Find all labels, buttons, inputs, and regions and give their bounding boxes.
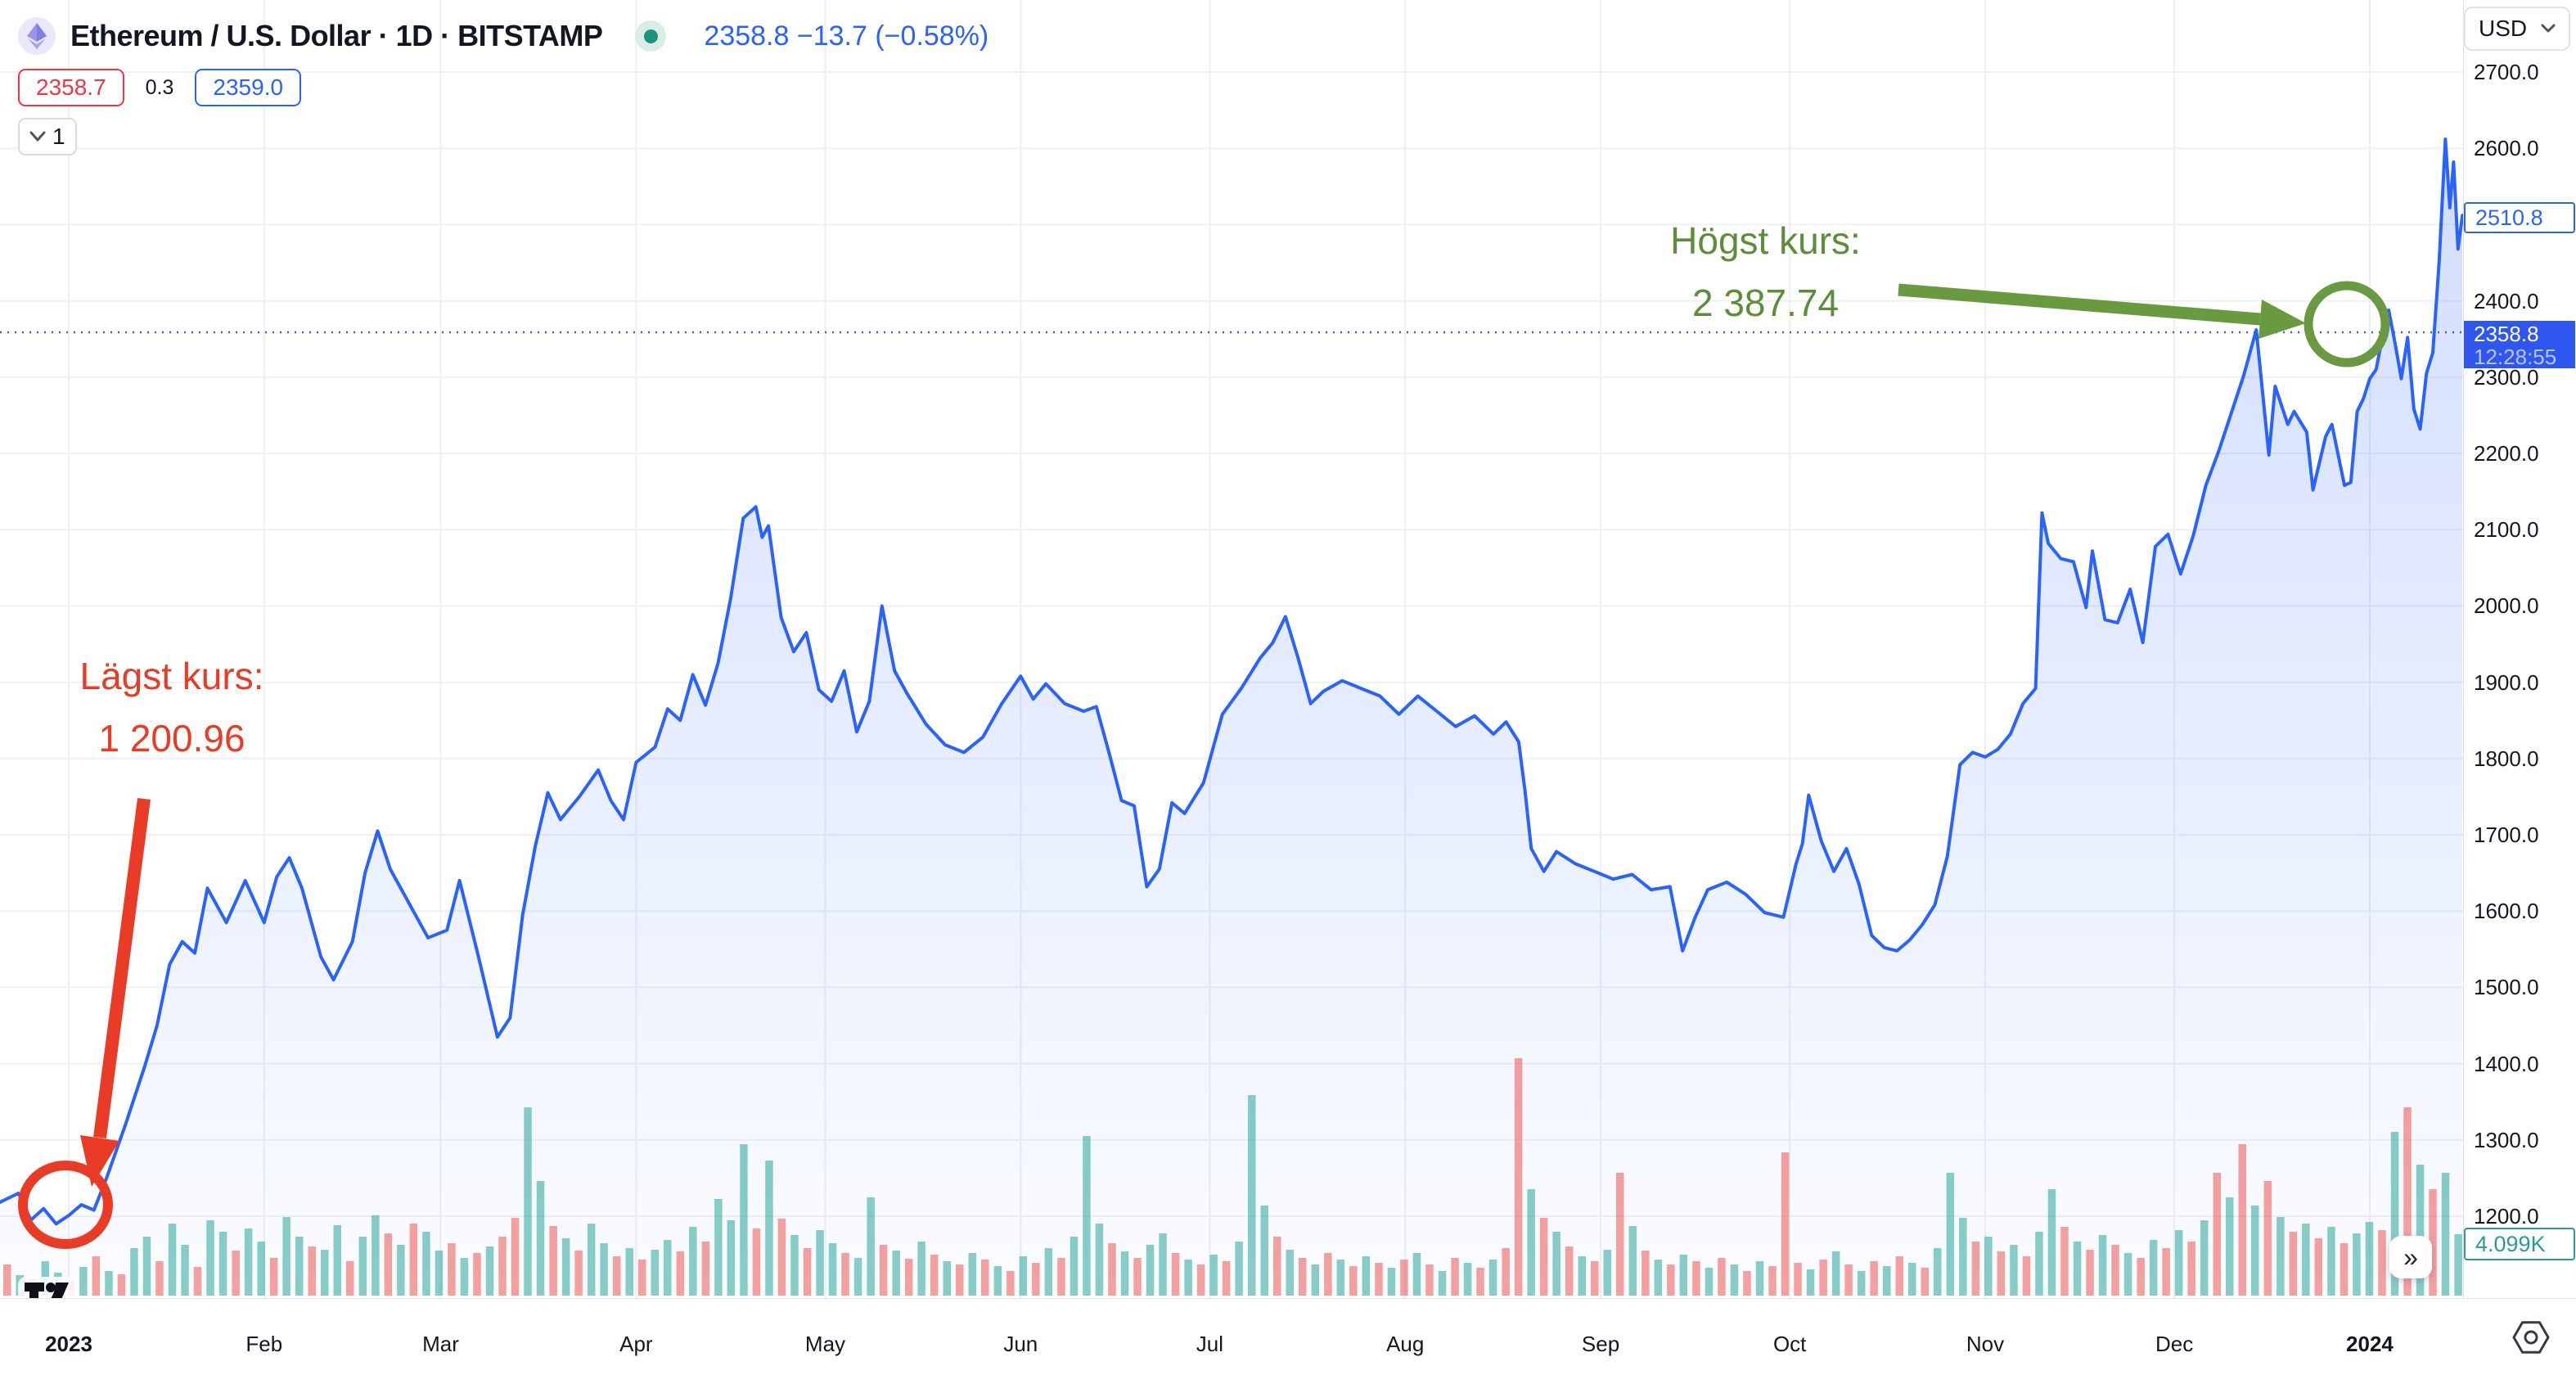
ask-price: 2359.0 bbox=[213, 74, 284, 100]
time-tick-mar: Mar bbox=[422, 1332, 459, 1356]
market-status-icon[interactable] bbox=[635, 20, 667, 52]
price-tick: 1200.0 bbox=[2474, 1204, 2539, 1228]
price-tick: 1400.0 bbox=[2474, 1051, 2539, 1076]
last-price: 2358.8 bbox=[704, 20, 790, 52]
chart-pane[interactable]: Lägst kurs: 1 200.96 Högst kurs: 2 387.7… bbox=[0, 0, 2463, 1298]
volume-value-label: 4.099K bbox=[2464, 1228, 2575, 1260]
time-tick-nov: Nov bbox=[1966, 1332, 2005, 1356]
price-tick: 1900.0 bbox=[2474, 669, 2539, 695]
tradingview-logo-icon bbox=[25, 1283, 69, 1298]
price-tick: 1700.0 bbox=[2474, 823, 2539, 847]
time-scale[interactable]: 2023 Feb Mar Apr May Jun Jul Aug Sep Oct Nov Dec 202… bbox=[0, 1298, 2576, 1375]
price-tick: 2200.0 bbox=[2474, 441, 2539, 466]
time-tick-2024: 2024 bbox=[2346, 1332, 2394, 1356]
chevron-down-icon bbox=[2541, 24, 2556, 33]
bar-countdown: 12:28:55 bbox=[2474, 345, 2557, 369]
low-annotation-line1: Lägst kurs: bbox=[79, 655, 264, 697]
low-annotation-line2: 1 200.96 bbox=[98, 717, 245, 760]
high-annotation-line2: 2 387.74 bbox=[1691, 282, 1840, 324]
chevron-down-icon bbox=[29, 131, 46, 142]
ask-price-button[interactable]: 2359.0 bbox=[195, 69, 302, 106]
price-tick: 2300.0 bbox=[2474, 364, 2539, 390]
price-tick: 1300.0 bbox=[2474, 1127, 2539, 1152]
time-tick-dec: Dec bbox=[2155, 1332, 2194, 1356]
currency-label: USD bbox=[2479, 16, 2528, 41]
bid-price-button[interactable]: 2358.7 bbox=[18, 69, 124, 106]
price-change: −13.7 (−0.58%) bbox=[796, 20, 989, 52]
scroll-to-realtime-button[interactable]: » bbox=[2389, 1236, 2432, 1278]
spread-value: 0.3 bbox=[145, 75, 174, 99]
time-tick-may: May bbox=[804, 1332, 846, 1356]
last-price-label: 2358.8 12:28:55 bbox=[2464, 321, 2575, 368]
price-tick: 1800.0 bbox=[2474, 746, 2539, 771]
last-price-and-change: 2358.8 −13.7 (−0.58%) bbox=[704, 20, 989, 52]
time-tick-2023: 2023 bbox=[45, 1332, 92, 1356]
price-tick: 2700.0 bbox=[2474, 60, 2539, 84]
price-scale[interactable]: USD 2700.02600.02500.02400.02300.02200.0… bbox=[2463, 0, 2576, 1298]
high-annotation-text: Högst kurs: 2 387.74 bbox=[1628, 210, 1903, 334]
price-tick: 1500.0 bbox=[2474, 975, 2539, 1000]
price-tick: 2000.0 bbox=[2474, 593, 2539, 619]
scale-settings-gear-icon[interactable] bbox=[2512, 1319, 2550, 1356]
interval-dropdown[interactable]: 1 bbox=[18, 118, 77, 156]
currency-unit-dropdown[interactable]: USD bbox=[2464, 7, 2570, 51]
high-annotation-line1: Högst kurs: bbox=[1670, 219, 1861, 262]
series-value-label: 2510.8 bbox=[2464, 202, 2575, 233]
chart-header: Ethereum / U.S. Dollar · 1D · BITSTAMP 2… bbox=[18, 7, 989, 156]
price-tick: 2400.0 bbox=[2474, 288, 2539, 313]
time-tick-jun: Jun bbox=[1003, 1332, 1038, 1356]
price-tick: 2600.0 bbox=[2474, 136, 2539, 161]
tradingview-logo[interactable] bbox=[18, 1277, 79, 1298]
low-annotation-text: Lägst kurs: 1 200.96 bbox=[33, 645, 311, 769]
bid-price: 2358.7 bbox=[36, 74, 106, 100]
time-tick-feb: Feb bbox=[245, 1332, 283, 1356]
symbol-title[interactable]: Ethereum / U.S. Dollar · 1D · BITSTAMP bbox=[70, 19, 603, 52]
interval-value: 1 bbox=[52, 124, 65, 149]
time-tick-sep: Sep bbox=[1581, 1332, 1620, 1356]
time-tick-apr: Apr bbox=[619, 1332, 653, 1356]
time-tick-aug: Aug bbox=[1386, 1332, 1425, 1356]
ethereum-logo-icon bbox=[18, 17, 56, 55]
double-chevron-right-icon: » bbox=[2403, 1242, 2418, 1272]
price-chart-canvas[interactable] bbox=[0, 0, 2463, 1298]
time-tick-oct: Oct bbox=[1772, 1332, 1807, 1356]
price-tick: 2100.0 bbox=[2474, 517, 2539, 543]
price-tick: 1600.0 bbox=[2474, 899, 2539, 924]
last-price-value: 2358.8 bbox=[2474, 322, 2539, 346]
time-tick-jul: Jul bbox=[1196, 1332, 1224, 1356]
